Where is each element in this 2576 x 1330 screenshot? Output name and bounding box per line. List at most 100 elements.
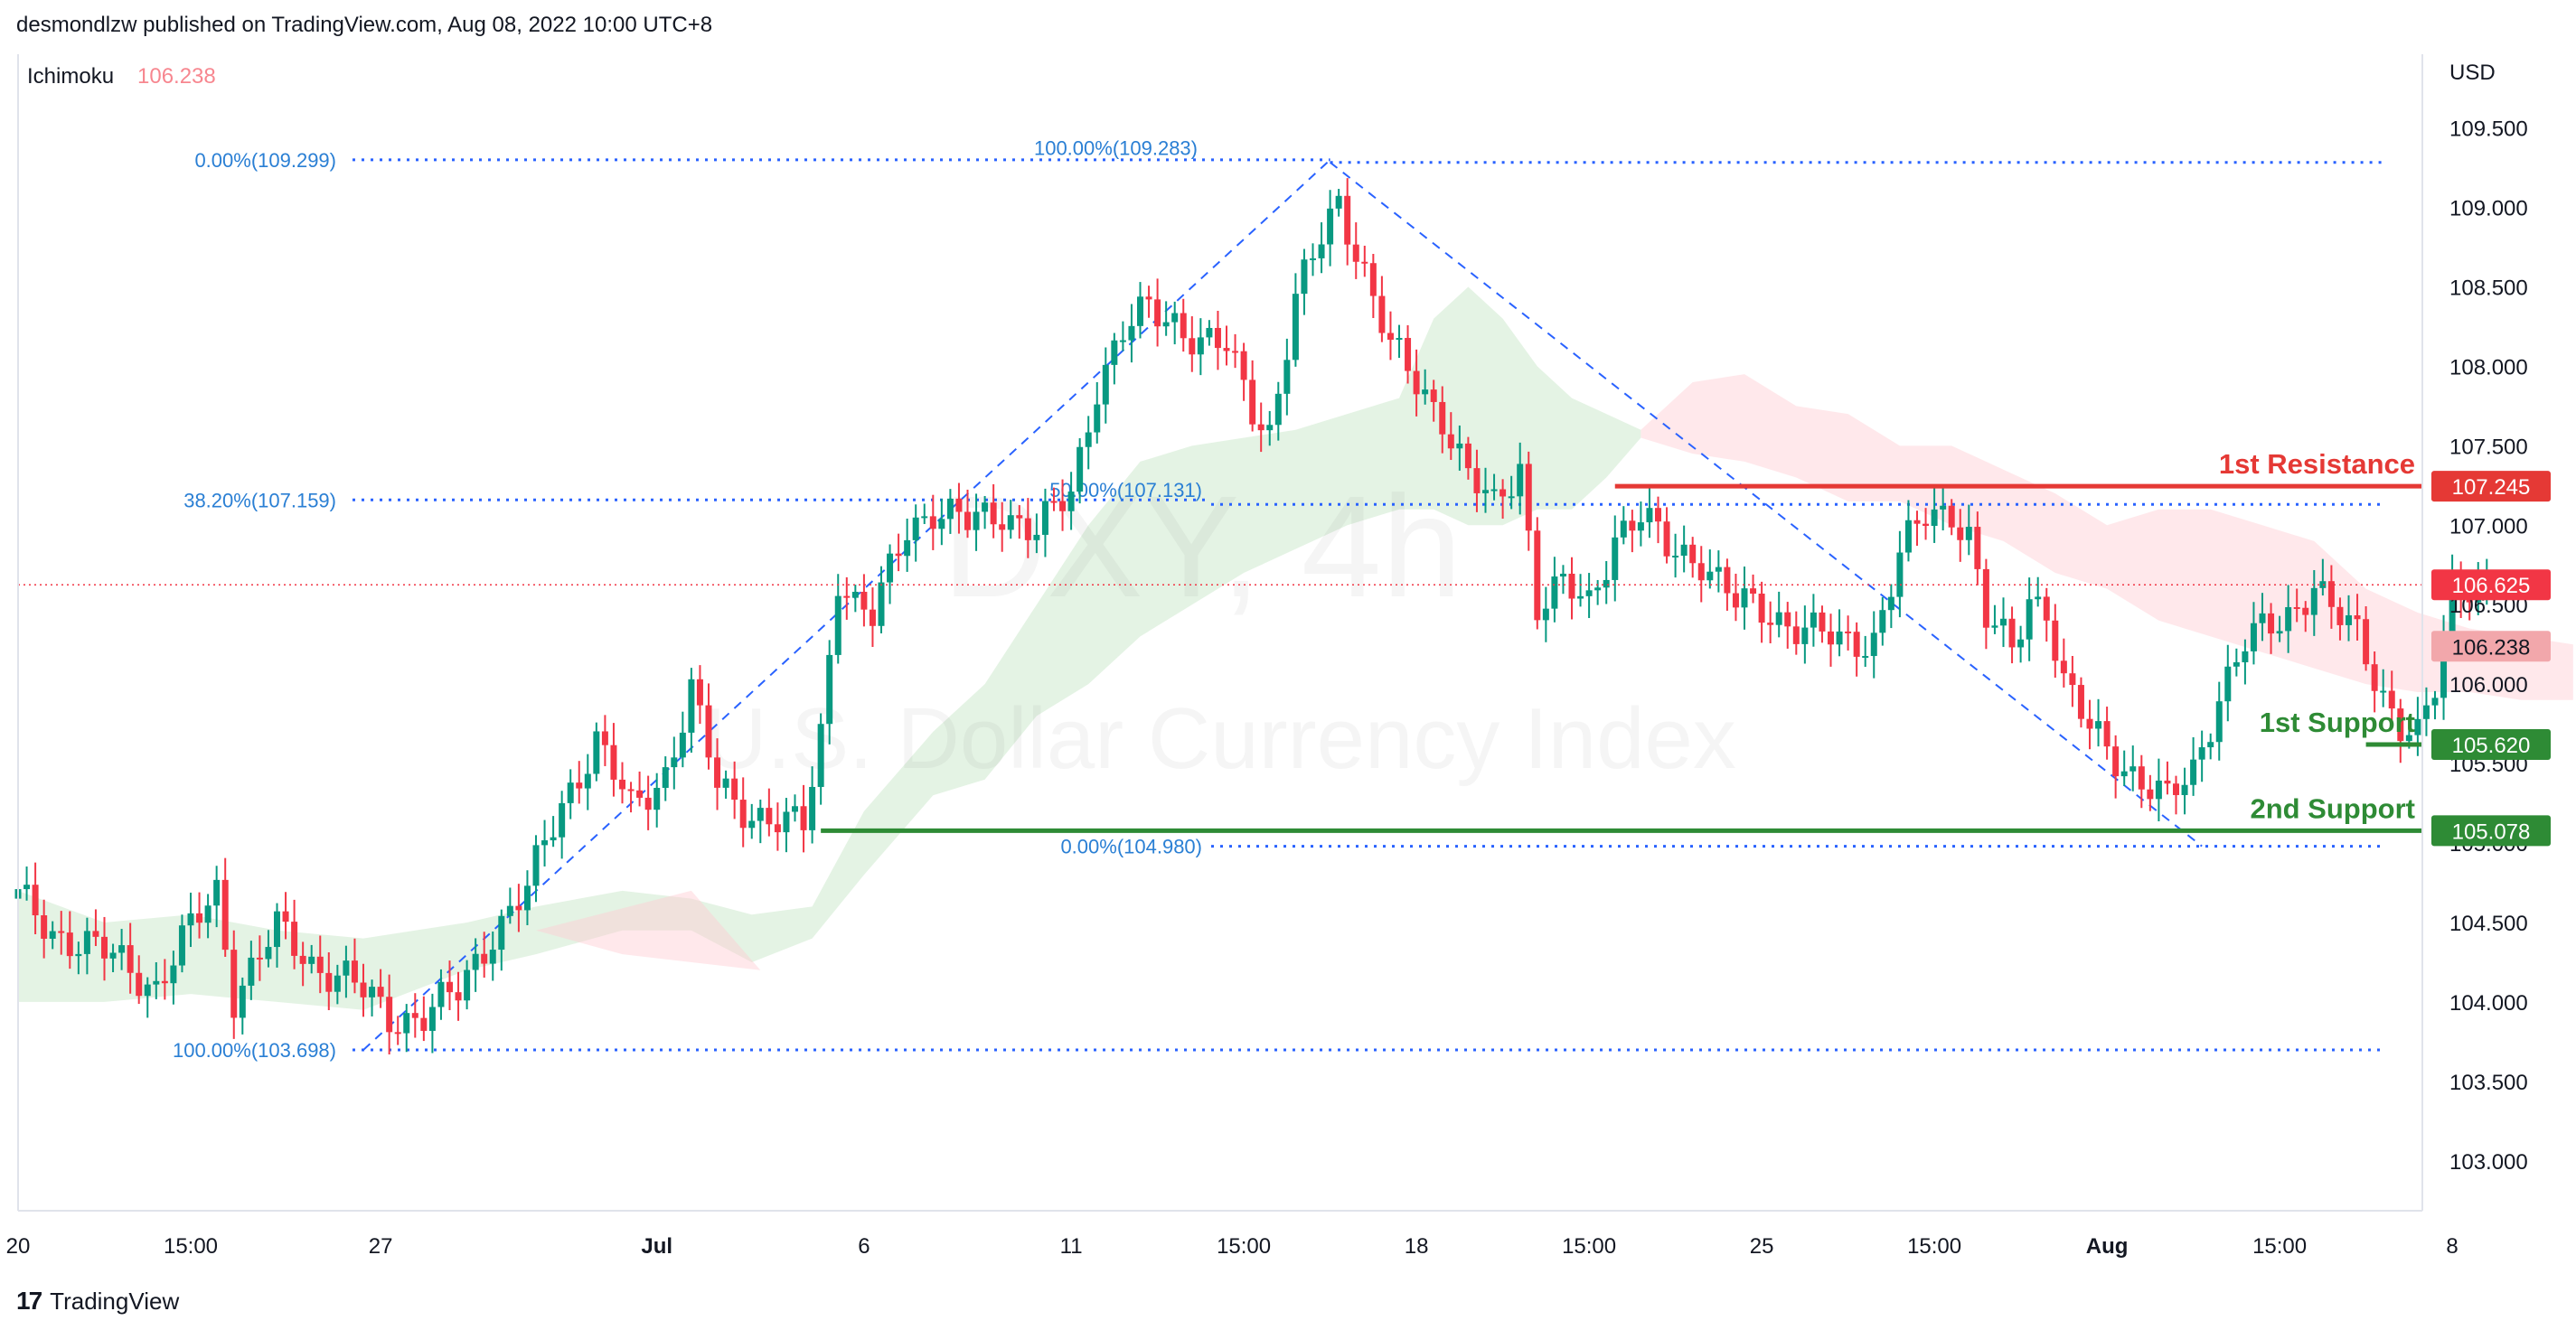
ichimoku-cloud bbox=[18, 286, 2573, 1010]
price-tags: 107.245 105.620 105.078 106.625 106.238 bbox=[2431, 471, 2551, 847]
candle-body bbox=[1508, 496, 1515, 499]
candle-body bbox=[766, 808, 773, 825]
candle-body bbox=[576, 782, 583, 789]
fib1-label-0: 0.00%(109.299) bbox=[194, 149, 336, 172]
candle-body bbox=[1369, 263, 1377, 296]
x-tick-label: 15:00 bbox=[1907, 1234, 1961, 1259]
candle-body bbox=[1904, 520, 1912, 553]
candle-body bbox=[584, 773, 591, 789]
candle-body bbox=[1724, 567, 1731, 594]
candle-body bbox=[498, 915, 505, 951]
candle-body bbox=[559, 802, 566, 838]
candle-body bbox=[351, 960, 358, 983]
candle-body bbox=[1162, 322, 1170, 327]
candle-body bbox=[1879, 610, 1886, 633]
candle-body bbox=[1387, 332, 1394, 340]
candle-body bbox=[851, 591, 859, 598]
price-tag-label: 105.620 bbox=[2452, 734, 2531, 758]
x-tick-label: 25 bbox=[1750, 1234, 1774, 1259]
candle-body bbox=[2285, 606, 2292, 632]
candle-body bbox=[334, 975, 341, 992]
candle-body bbox=[2327, 581, 2335, 607]
candle-body bbox=[49, 931, 56, 939]
candle-body bbox=[2215, 701, 2223, 743]
candle-body bbox=[1767, 623, 1774, 625]
candle-body bbox=[1232, 351, 1239, 353]
fib2-label-0: 0.00%(104.980) bbox=[1060, 836, 1202, 858]
candle-body bbox=[1775, 612, 1782, 625]
candle-body bbox=[127, 945, 134, 973]
watermark-name: U.S. Dollar Currency Index bbox=[704, 690, 1736, 787]
currency-label: USD bbox=[2449, 61, 2496, 85]
candle-body bbox=[1145, 296, 1152, 300]
candle-body bbox=[1974, 527, 1981, 569]
candle-body bbox=[2336, 606, 2344, 625]
candle-body bbox=[1249, 379, 1256, 425]
candle-body bbox=[2397, 708, 2404, 742]
candle-body bbox=[41, 915, 48, 939]
candle-body bbox=[644, 797, 652, 810]
candle-body bbox=[1603, 579, 1610, 588]
candle-body bbox=[843, 595, 851, 598]
candle-body bbox=[1257, 424, 1264, 431]
candle-body bbox=[627, 789, 635, 791]
candle-body bbox=[2198, 747, 2205, 760]
tradingview-logo-icon: 17 bbox=[16, 1287, 42, 1315]
indicator-name[interactable]: Ichimoku bbox=[27, 64, 114, 89]
candle-body bbox=[2250, 623, 2257, 651]
candle-body bbox=[1887, 596, 1894, 611]
candle-body bbox=[411, 1013, 418, 1018]
candle-body bbox=[2388, 690, 2395, 709]
candle-body bbox=[282, 911, 289, 923]
candle-body bbox=[256, 957, 263, 960]
candle-body bbox=[1810, 612, 1817, 628]
indicator-value: 106.238 bbox=[137, 64, 216, 89]
symbol-watermark: DXY, 4h U.S. Dollar Currency Index bbox=[704, 465, 1736, 787]
candle-body bbox=[722, 778, 729, 788]
candle-body bbox=[2380, 690, 2387, 693]
candle-body bbox=[1612, 537, 1619, 580]
candle-body bbox=[2120, 771, 2128, 777]
2nd-support-label: 2nd Support bbox=[2250, 792, 2415, 824]
candle-body bbox=[938, 519, 945, 529]
footer-branding[interactable]: 17 TradingView bbox=[16, 1287, 179, 1316]
candle-body bbox=[2173, 783, 2179, 795]
x-tick-label: 15:00 bbox=[1562, 1234, 1616, 1259]
candle-body bbox=[2155, 780, 2162, 800]
candle-body bbox=[1853, 632, 1860, 657]
candle-body bbox=[1171, 313, 1179, 323]
candle-body bbox=[316, 956, 324, 973]
candle-body bbox=[187, 913, 194, 926]
candle-body bbox=[1982, 568, 1989, 628]
candle-body bbox=[1577, 595, 1584, 599]
candle-body bbox=[1197, 337, 1204, 355]
candle-body bbox=[550, 837, 557, 841]
candle-body bbox=[1870, 632, 1877, 657]
candle-body bbox=[420, 1017, 428, 1031]
1st-support-label: 1st Support bbox=[2260, 707, 2415, 738]
candle-body bbox=[610, 745, 617, 780]
fib1-label-38: 38.20%(107.159) bbox=[183, 489, 336, 511]
x-tick-label: 27 bbox=[369, 1234, 393, 1259]
candle-body bbox=[1137, 296, 1143, 326]
x-tick-label: 20 bbox=[6, 1234, 31, 1259]
candle-body bbox=[731, 778, 738, 801]
candle-body bbox=[1845, 631, 1852, 633]
price-tag-bg bbox=[2431, 471, 2551, 502]
candle-body bbox=[1223, 348, 1230, 351]
candle-body bbox=[472, 953, 479, 970]
y-tick-label: 104.500 bbox=[2449, 912, 2528, 936]
candle-body bbox=[1456, 443, 1463, 449]
candle-body bbox=[757, 808, 764, 821]
candle-body bbox=[239, 985, 246, 1018]
candle-body bbox=[619, 779, 625, 790]
candle-body bbox=[377, 987, 384, 998]
support-resistance-levels: 1st Resistance 1st Support 2nd Support bbox=[18, 448, 2422, 833]
candle-body bbox=[1940, 505, 1947, 510]
candle-body bbox=[532, 845, 540, 886]
x-tick-label: 15:00 bbox=[164, 1234, 218, 1259]
candle-body bbox=[2354, 615, 2361, 620]
candle-body bbox=[1059, 501, 1067, 511]
candle-body bbox=[1266, 425, 1274, 431]
